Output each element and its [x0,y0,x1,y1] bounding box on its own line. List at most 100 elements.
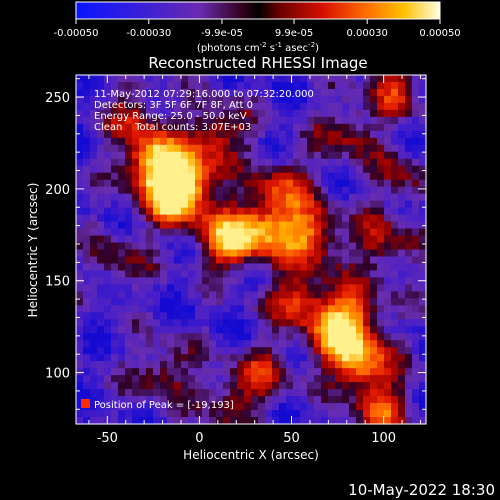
heatmap-cell [118,193,126,202]
heatmap-cell [216,179,224,188]
heatmap-cell [328,193,336,202]
heatmap-cell [412,277,420,285]
heatmap-cell [76,172,84,181]
heatmap-cell [272,340,280,348]
heatmap-cell [314,109,322,118]
heatmap-cell [258,95,266,104]
heatmap-cell [153,214,161,223]
heatmap-cell [216,417,224,425]
heatmap-cell [286,256,294,265]
heatmap-cell [216,81,224,90]
heatmap-cell [167,298,175,306]
heatmap-cell [237,158,245,167]
heatmap-cell [293,144,301,153]
heatmap-cell [160,277,168,285]
heatmap-cell [384,354,392,362]
heatmap-cell [195,340,203,348]
heatmap-cell [216,193,224,202]
heatmap-cell [363,207,371,216]
heatmap-cell [181,312,189,320]
heatmap-cell [412,130,420,139]
heatmap-cell [251,193,259,202]
heatmap-cell [118,179,126,188]
heatmap-cell [335,151,343,160]
heatmap-cell [293,81,301,90]
heatmap-cell [412,214,420,223]
peak-marker-swatch [81,399,90,408]
heatmap-cell [272,403,280,411]
heatmap-cell [132,291,140,299]
heatmap-cell [384,179,392,188]
heatmap-cell [286,179,294,188]
heatmap-cell [202,116,210,125]
heatmap-cell [160,354,168,362]
heatmap-cell [174,158,182,167]
heatmap-cell [279,403,287,411]
heatmap-cell [223,158,231,167]
heatmap-cell [321,403,329,411]
heatmap-cell [321,151,329,160]
heatmap-cell [118,95,126,104]
heatmap-cell [230,130,238,139]
heatmap-cell [419,186,427,195]
heatmap-cell [209,158,217,167]
heatmap-cell [307,319,315,327]
heatmap-cell [216,375,224,383]
heatmap-cell [321,270,329,279]
heatmap-cell [391,214,399,223]
heatmap-cell [356,361,364,369]
heatmap-cell [265,410,273,418]
heatmap-cell [398,333,406,341]
heatmap-cell [279,354,287,362]
heatmap-cell [195,242,203,251]
heatmap-cell [167,382,175,390]
heatmap-cell [335,291,343,299]
heatmap-cell [398,109,406,118]
heatmap-cell [307,207,315,216]
heatmap-cell [188,116,196,125]
heatmap-cell [230,200,238,209]
heatmap-cell [111,396,119,404]
heatmap-cell [251,333,259,341]
heatmap-cell [272,172,280,181]
heatmap-cell [335,109,343,118]
heatmap-cell [153,137,161,146]
heatmap-cell [307,277,315,285]
heatmap-cell [195,277,203,285]
heatmap-cell [181,368,189,376]
heatmap-cell [160,95,168,104]
heatmap-cell [97,81,105,90]
heatmap-cell [307,165,315,174]
heatmap-cell [405,284,413,292]
heatmap-cell [167,319,175,327]
heatmap-cell [202,389,210,397]
heatmap-cell [146,172,154,181]
heatmap-cell [419,403,427,411]
heatmap-cell [342,389,350,397]
heatmap-cell [300,354,308,362]
heatmap-cell [377,207,385,216]
heatmap-cell [174,221,182,230]
heatmap-cell [188,158,196,167]
heatmap-cell [237,221,245,230]
heatmap-cell [356,256,364,265]
heatmap-cell [272,354,280,362]
heatmap-cell [104,319,112,327]
heatmap-cell [321,389,329,397]
heatmap-cell [419,305,427,313]
heatmap-cell [230,102,238,111]
heatmap-cell [307,417,315,425]
heatmap-cell [251,403,259,411]
heatmap-cell [223,172,231,181]
heatmap-cell [307,375,315,383]
heatmap-cell [419,326,427,334]
heatmap-cell [223,130,231,139]
heatmap-cell [125,95,133,104]
heatmap-cell [265,396,273,404]
heatmap-cell [209,319,217,327]
heatmap-cell [272,382,280,390]
heatmap-cell [335,284,343,292]
heatmap-cell [132,382,140,390]
heatmap-cell [356,375,364,383]
heatmap-cell [391,354,399,362]
